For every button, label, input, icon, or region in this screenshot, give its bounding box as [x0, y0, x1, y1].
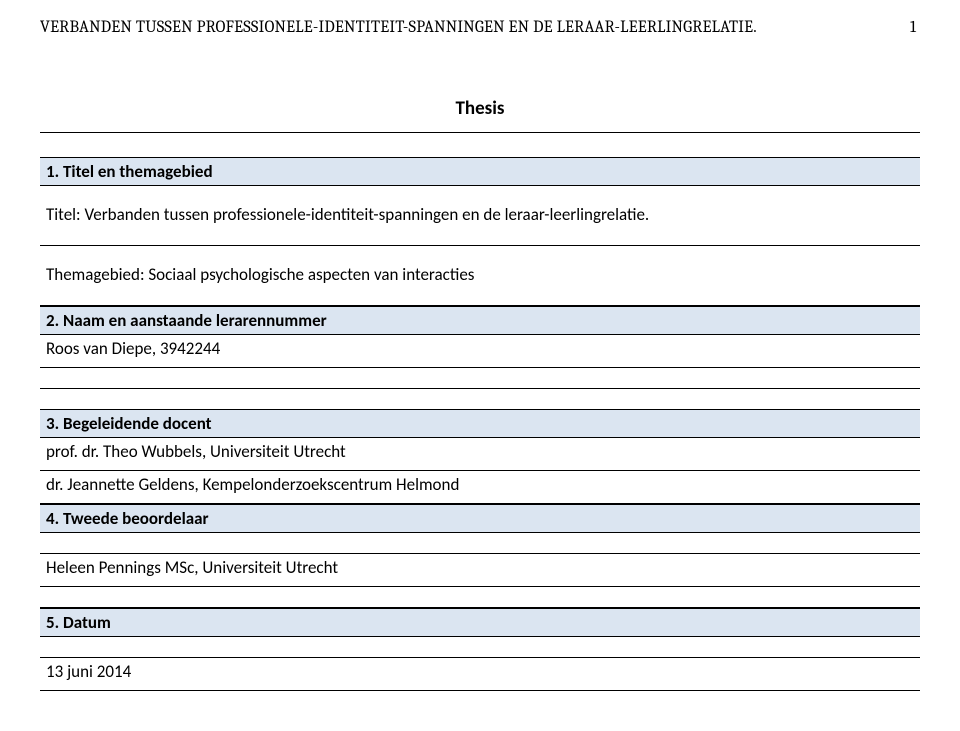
page: VERBANDEN TUSSEN PROFESSIONELE-IDENTITEI…: [0, 0, 960, 731]
section-5-content: 13 juni 2014: [40, 658, 920, 691]
thesis-label: Thesis: [456, 97, 505, 120]
spacer: [40, 389, 920, 409]
page-number: 1: [910, 18, 920, 37]
running-head: VERBANDEN TUSSEN PROFESSIONELE-IDENTITEI…: [40, 18, 920, 37]
section-2-content: Roos van Diepe, 3942244: [40, 335, 920, 368]
section-3-line2: dr. Jeannette Geldens, Kempelonderzoeksc…: [40, 471, 920, 504]
section-1-theme-line: Themagebied: Sociaal psychologische aspe…: [40, 246, 920, 306]
section-3-line1: prof. dr. Theo Wubbels, Universiteit Utr…: [40, 438, 920, 471]
section-4-header: 4. Tweede beoordelaar: [40, 504, 920, 533]
section-1-title-line: Titel: Verbanden tussen professionele-id…: [40, 186, 920, 246]
section-3-header: 3. Begeleidende docent: [40, 409, 920, 438]
section-1-header: 1. Titel en themagebied: [40, 157, 920, 186]
section-5-empty-row: [40, 637, 920, 658]
section-4-content: Heleen Pennings MSc, Universiteit Utrech…: [40, 554, 920, 587]
thesis-rule: [40, 132, 920, 133]
thesis-heading-block: Thesis: [40, 97, 920, 120]
section-2-header: 2. Naam en aanstaande lerarennummer: [40, 306, 920, 335]
section-2-empty-row: [40, 368, 920, 389]
section-5-header: 5. Datum: [40, 608, 920, 637]
section-4-empty-row-bottom: [40, 587, 920, 608]
running-title: VERBANDEN TUSSEN PROFESSIONELE-IDENTITEI…: [40, 18, 757, 37]
section-4-empty-row-top: [40, 533, 920, 554]
